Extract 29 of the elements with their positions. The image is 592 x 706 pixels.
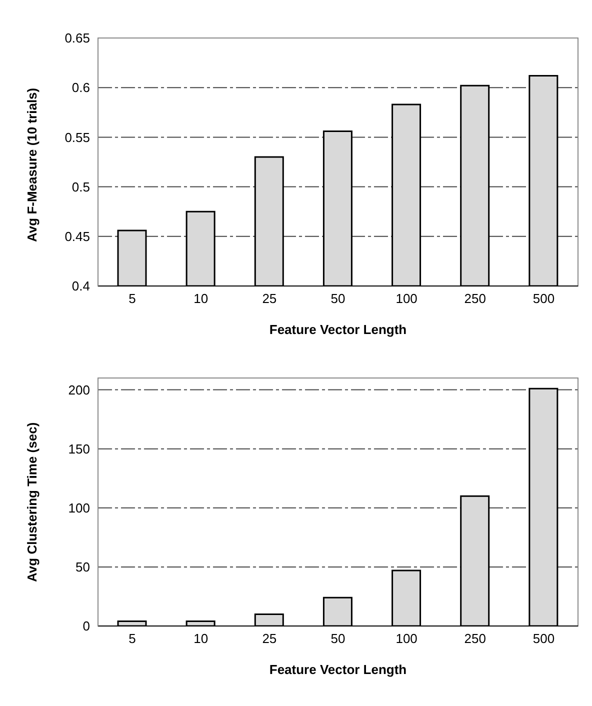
y-axis-title: Avg F-Measure (10 trials) — [24, 88, 40, 242]
y-tick-label: 50 — [76, 560, 90, 575]
x-tick-label: 500 — [532, 291, 555, 306]
x-tick-label: 5 — [128, 631, 136, 646]
x-tick-label: 25 — [262, 631, 277, 646]
y-tick-label: 0.6 — [72, 80, 90, 96]
x-tick-label: 50 — [330, 631, 346, 646]
y-tick-label: 0.55 — [64, 130, 90, 145]
y-axis-title: Avg Clustering Time (sec) — [24, 422, 40, 582]
x-tick-label: 100 — [396, 291, 418, 306]
x-tick-label: 5 — [128, 291, 136, 306]
x-tick-label: 250 — [464, 631, 486, 646]
y-tick-label: 0 — [82, 618, 90, 634]
y-tick-label: 150 — [68, 441, 90, 456]
x-tick-label: 25 — [262, 291, 277, 306]
y-tick-label: 100 — [68, 500, 90, 516]
x-tick-label: 50 — [330, 291, 346, 306]
y-tick-label: 200 — [68, 382, 90, 398]
x-tick-label: 250 — [464, 291, 486, 306]
y-tick-label: 0.4 — [72, 278, 90, 294]
y-tick-label: 0.5 — [72, 179, 90, 194]
x-tick-label: 10 — [194, 631, 208, 646]
y-tick-label: 0.65 — [64, 30, 90, 46]
y-tick-label: 0.45 — [64, 229, 90, 244]
x-tick-label: 10 — [194, 291, 208, 306]
x-tick-label: 500 — [532, 631, 555, 646]
x-axis-title: Feature Vector Length — [269, 322, 407, 337]
x-axis-title: Feature Vector Length — [269, 662, 407, 677]
x-tick-label: 100 — [396, 631, 418, 646]
